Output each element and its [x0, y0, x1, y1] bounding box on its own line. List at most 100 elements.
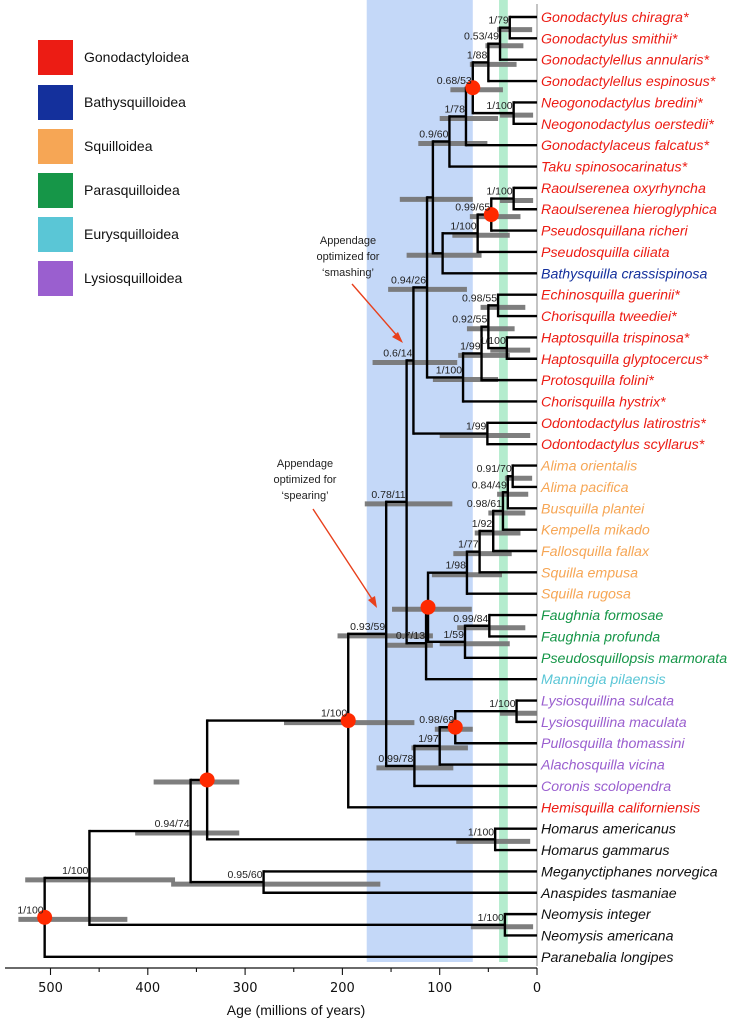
legend: Gonodactyloidea Bathysquilloidea Squillo…	[38, 40, 189, 296]
taxon-label: Alima pacifica	[540, 480, 629, 496]
support-label: 0.94/74	[155, 818, 190, 830]
hpd-bars	[18, 27, 537, 930]
legend-swatch	[38, 129, 73, 164]
time-bands	[366, 0, 508, 962]
axis-title: Age (millions of years)	[227, 1002, 366, 1018]
legend-label: Bathysquilloidea	[84, 94, 186, 110]
support-label: 1/100	[486, 100, 512, 112]
taxon-label: Lysiosquillina maculata	[541, 715, 687, 731]
support-label: 1/100	[478, 912, 504, 924]
taxon-label: Anaspides tasmaniae	[540, 886, 677, 902]
support-label: 1/59	[444, 629, 465, 641]
taxon-label: Coronis scolopendra	[541, 779, 671, 795]
taxon-label: Alachosquilla vicina	[540, 758, 665, 774]
support-label: 1/99	[466, 421, 487, 433]
support-label: 1/100	[17, 904, 43, 916]
annotation-line: optimized for	[274, 474, 337, 486]
legend-label: Squilloidea	[84, 138, 153, 154]
support-label: 1/97	[418, 733, 439, 745]
tick-label: 500	[38, 981, 63, 996]
taxon-label: Faughnia formosae	[541, 608, 663, 624]
tick-label: 400	[135, 981, 160, 996]
legend-label: Parasquilloidea	[84, 182, 180, 198]
support-label: 1/100	[480, 335, 506, 347]
support-label: 1/79	[488, 15, 509, 27]
annotation-spearing: Appendage optimized for ‘spearing’	[274, 458, 377, 608]
arrow-line	[312, 508, 375, 603]
support-label: 1/100	[489, 698, 515, 710]
support-label: 1/100	[62, 865, 88, 877]
support-label: 0.9/60	[419, 128, 448, 140]
support-label: 0.95/60	[228, 869, 263, 881]
green-band	[499, 0, 508, 962]
legend-label: Lysiosquilloidea	[84, 270, 183, 286]
taxon-label: Gonodactylus smithii*	[541, 31, 678, 47]
support-label: 1/98	[446, 560, 467, 572]
legend-item-parasquilloidea: Parasquilloidea	[38, 173, 180, 208]
taxon-label: Fallosquilla fallax	[541, 544, 650, 560]
arrow-line	[351, 283, 400, 339]
taxon-label: Haptosquilla trispinosa*	[541, 330, 690, 346]
tick-label: 0	[533, 981, 541, 996]
taxon-label: Squilla rugosa	[541, 587, 631, 603]
support-label: 0.6/14	[383, 347, 412, 359]
calibration-points	[37, 80, 499, 925]
taxon-label: Faughnia profunda	[541, 629, 660, 645]
annotation-line: optimized for	[317, 251, 380, 263]
blue-band	[366, 0, 473, 962]
taxon-label: Hemisquilla californiensis	[541, 800, 700, 816]
support-label: 1/78	[445, 103, 466, 115]
time-axis: Age (millions of years) 500 400 300 200 100 0	[5, 967, 541, 1018]
taxon-label: Gonodactylus chiragra*	[541, 10, 689, 26]
taxon-label: Pseudosquillana richeri	[541, 224, 689, 240]
support-label: 1/92	[472, 518, 493, 530]
support-label: 0.98/61	[467, 498, 502, 510]
support-label: 0.98/69	[419, 714, 454, 726]
taxon-label: Busquilla plantei	[541, 501, 645, 517]
taxon-label: Chorisquilla tweediei*	[541, 309, 677, 325]
support-label: 0.7/13	[396, 630, 425, 642]
legend-swatch	[38, 40, 73, 75]
legend-item-eurysquilloidea: Eurysquilloidea	[38, 217, 179, 252]
annotation-line: Appendage	[277, 458, 333, 470]
support-label: 0.99/84	[453, 613, 488, 625]
support-label: 1/88	[467, 49, 488, 61]
taxon-label: Pseudosquilla ciliata	[541, 245, 670, 261]
support-label: 1/77	[458, 539, 479, 551]
legend-item-gonodactyloidea: Gonodactyloidea	[38, 40, 189, 75]
taxon-label: Homarus gammarus	[541, 843, 670, 859]
support-labels: 1/79 0.53/49 1/88 1/100 0.68/53 1/78 0.9/60 1/1…	[17, 15, 515, 924]
taxon-label: Homarus americanus	[541, 822, 676, 838]
annotation-line: ‘smashing’	[322, 267, 374, 279]
taxon-label: Manningia pilaensis	[541, 672, 666, 688]
tick-label: 300	[233, 981, 258, 996]
taxon-label: Pseudosquillopsis marmorata	[541, 651, 727, 667]
support-label: 0.53/49	[464, 31, 499, 43]
support-label: 1/100	[486, 186, 512, 198]
support-label: 1/100	[450, 220, 476, 232]
taxon-label: Neogonodactylus bredini*	[541, 95, 703, 111]
taxon-label: Squilla empusa	[541, 565, 638, 581]
calibration-dot	[447, 719, 463, 735]
arrow-head-icon	[392, 332, 403, 343]
taxon-label: Echinosquilla guerinii*	[541, 288, 680, 304]
tree-branches	[43, 15, 537, 959]
support-label: 1/100	[321, 708, 347, 720]
legend-label: Eurysquilloidea	[84, 226, 179, 242]
calibration-dot	[483, 207, 499, 223]
taxon-label: Neogonodactylus oerstedii*	[541, 117, 714, 133]
taxon-label: Gonodactylellus espinosus*	[541, 74, 716, 90]
legend-item-squilloidea: Squilloidea	[38, 129, 153, 164]
support-label: 0.99/65	[455, 202, 490, 214]
taxon-label: Gonodactylaceus falcatus*	[541, 138, 709, 154]
legend-swatch	[38, 85, 73, 120]
annotation-line: ‘spearing’	[281, 490, 328, 502]
support-label: 0.68/53	[437, 75, 472, 87]
taxon-label: Neomysis integer	[541, 907, 652, 923]
taxon-labels: Gonodactylus chiragra* Gonodactylus smith…	[540, 10, 727, 966]
taxon-label: Protosquilla folini*	[541, 373, 654, 389]
taxon-label: Raoulserenea oxyrhyncha	[541, 181, 706, 197]
taxon-label: Odontodactylus latirostris*	[541, 416, 706, 432]
support-label: 0.94/26	[391, 274, 426, 286]
